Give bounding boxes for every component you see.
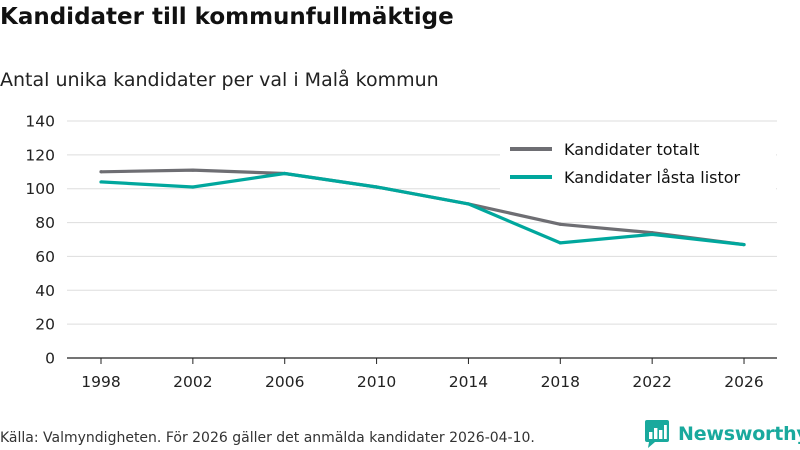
x-tick-label: 2026 [724, 373, 763, 391]
y-tick-label: 40 [35, 282, 55, 300]
y-tick-label: 140 [25, 113, 55, 131]
y-tick-label: 120 [25, 146, 55, 164]
data-series [99, 168, 746, 247]
chat-bubble-bar-chart-icon [645, 420, 669, 448]
y-tick-label: 80 [35, 214, 55, 232]
line-chart: 0 20 40 60 80 100 120 140 1998 2002 2006 2010 2014 2… [25, 113, 777, 391]
x-tick-label: 2022 [632, 373, 671, 391]
y-tick-label: 60 [35, 248, 55, 266]
data-point-kandidater-totalt [99, 170, 103, 174]
data-point-kandidater-totalt [191, 168, 195, 172]
data-point-kandidater-lasta-listor [742, 242, 746, 247]
y-tick-label: 20 [35, 316, 55, 334]
chart-subtitle: Antal unika kandidater per val i Malå ko… [0, 69, 439, 91]
x-tick-label: 2006 [265, 373, 304, 391]
data-point-kandidater-totalt [558, 222, 562, 226]
y-axis-tick-labels: 0 20 40 60 80 100 120 140 [25, 113, 55, 368]
newsworthy-logo: Newsworthy [644, 419, 800, 449]
chart-title: Kandidater till kommunfullmäktige [0, 4, 454, 30]
x-tick-label: 2010 [357, 373, 396, 391]
data-point-kandidater-lasta-listor [99, 180, 103, 184]
series-line-kandidater-lasta-listor [100, 171, 745, 247]
x-tick-label: 2002 [173, 373, 212, 391]
data-point-kandidater-lasta-listor [374, 185, 379, 189]
source-note: Källa: Valmyndigheten. För 2026 gäller d… [0, 430, 535, 446]
data-point-kandidater-lasta-listor [283, 171, 287, 176]
legend-label-kandidater-lasta-listor: Kandidater låsta listor [564, 168, 741, 187]
x-axis-tick-labels: 1998 2002 2006 2010 2014 2018 2022 2026 [81, 373, 763, 391]
legend-label-kandidater-totalt: Kandidater totalt [564, 140, 699, 159]
brand-name: Newsworthy [678, 423, 800, 445]
data-point-kandidater-lasta-listor [191, 185, 195, 189]
data-point-kandidater-lasta-listor [558, 241, 562, 245]
x-axis [67, 357, 777, 364]
legend: Kandidater totalt Kandidater låsta listo… [500, 132, 776, 198]
y-tick-label: 100 [25, 180, 55, 198]
x-tick-label: 2018 [541, 373, 580, 391]
y-tick-label: 0 [45, 350, 55, 368]
x-tick-label: 1998 [81, 373, 120, 391]
gridlines [67, 120, 777, 325]
data-point-kandidater-lasta-listor [650, 232, 654, 237]
x-tick-label: 2014 [449, 373, 488, 391]
legend-background [500, 132, 776, 198]
data-point-kandidater-lasta-listor [466, 202, 471, 206]
